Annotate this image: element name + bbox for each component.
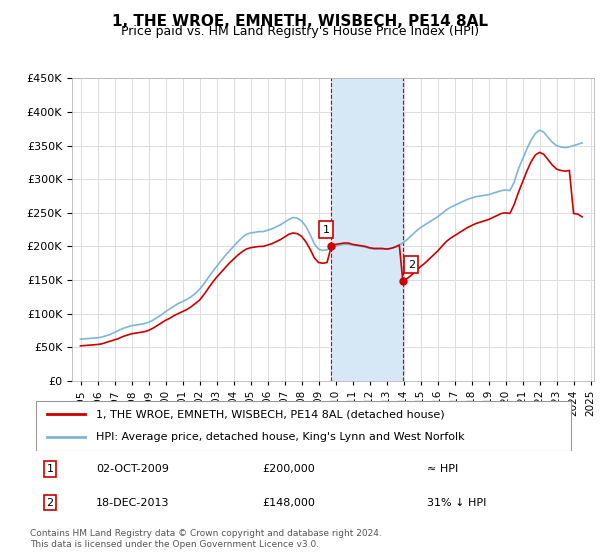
Text: 2: 2 (408, 259, 415, 269)
Text: 1: 1 (47, 464, 53, 474)
Text: ≈ HPI: ≈ HPI (427, 464, 458, 474)
Text: HPI: Average price, detached house, King's Lynn and West Norfolk: HPI: Average price, detached house, King… (96, 432, 465, 442)
Text: 18-DEC-2013: 18-DEC-2013 (96, 498, 170, 507)
Text: 1, THE WROE, EMNETH, WISBECH, PE14 8AL (detached house): 1, THE WROE, EMNETH, WISBECH, PE14 8AL (… (96, 409, 445, 419)
Text: 02-OCT-2009: 02-OCT-2009 (96, 464, 169, 474)
Text: £200,000: £200,000 (262, 464, 314, 474)
Text: Price paid vs. HM Land Registry's House Price Index (HPI): Price paid vs. HM Land Registry's House … (121, 25, 479, 38)
Bar (331, 78, 403, 381)
Text: 1, THE WROE, EMNETH, WISBECH, PE14 8AL: 1, THE WROE, EMNETH, WISBECH, PE14 8AL (112, 14, 488, 29)
Text: 31% ↓ HPI: 31% ↓ HPI (427, 498, 487, 507)
Text: Contains HM Land Registry data © Crown copyright and database right 2024.
This d: Contains HM Land Registry data © Crown c… (30, 529, 382, 549)
Text: 2: 2 (47, 498, 53, 507)
Text: 1: 1 (323, 225, 329, 235)
FancyBboxPatch shape (35, 401, 571, 451)
Text: £148,000: £148,000 (262, 498, 315, 507)
